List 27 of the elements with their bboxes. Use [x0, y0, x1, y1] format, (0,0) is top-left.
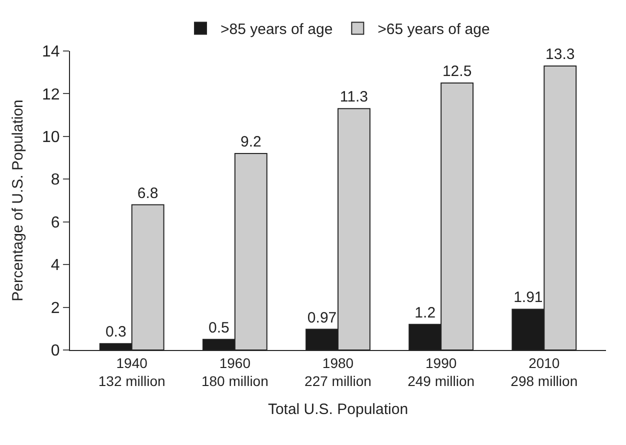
data-label: 0.5: [208, 319, 230, 336]
y-axis-title: Percentage of U.S. Population: [9, 100, 26, 302]
x-axis-title: Total U.S. Population: [268, 401, 408, 418]
y-tick-label: 6: [50, 214, 60, 232]
x-tick-label: 1940 132 million: [98, 354, 166, 389]
data-label: 0.3: [105, 324, 126, 341]
data-label: 12.5: [442, 63, 472, 80]
x-tick-label: 1990 249 million: [408, 354, 475, 389]
x-tick-label: 1960 180 million: [201, 354, 268, 389]
data-label: 13.3: [546, 46, 575, 63]
x-tick-label: 1980 227 million: [304, 354, 372, 389]
data-label: 6.8: [137, 184, 158, 202]
y-tick-label: 12: [42, 86, 60, 104]
data-label: 1.2: [414, 304, 436, 322]
legend-label: >65 years of age: [378, 21, 490, 38]
y-tick-label: 4: [50, 257, 60, 274]
data-label: 9.2: [240, 134, 262, 151]
y-tick-label: 8: [50, 172, 60, 189]
legend-label: >85 years of age: [220, 21, 333, 38]
data-label: 1.91: [514, 289, 543, 306]
y-tick-label: 10: [42, 129, 60, 146]
data-label: 11.3: [340, 88, 368, 106]
data-label: 0.97: [307, 309, 337, 326]
y-tick-label: 14: [42, 44, 60, 61]
y-tick-label: 0: [50, 342, 60, 360]
y-tick-label: 2: [50, 300, 60, 317]
x-tick-label: 2010 298 million: [510, 354, 578, 389]
